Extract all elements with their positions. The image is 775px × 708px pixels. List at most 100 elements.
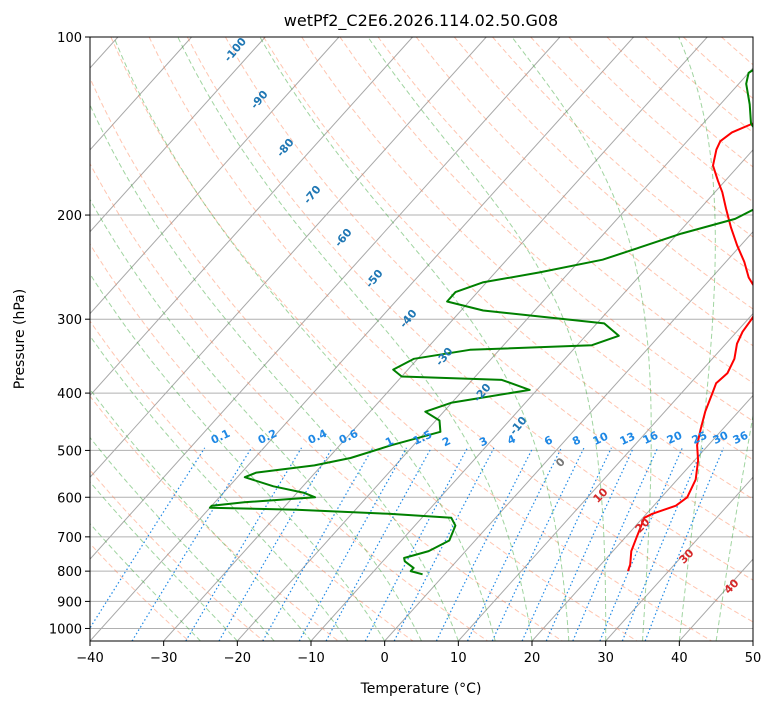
mixing-ratio-line <box>325 447 432 641</box>
isotherm-line <box>310 149 753 641</box>
dewpoint-profile-line <box>208 68 753 576</box>
y-tick-label: 400 <box>57 387 82 402</box>
mixing-ratio-line <box>90 447 206 630</box>
dry-adiabat-line <box>90 162 563 641</box>
dry-adiabat-line <box>682 37 753 100</box>
mixing-ratio-line <box>621 447 704 641</box>
x-tick-label: 40 <box>671 651 688 666</box>
isotherm-line <box>90 37 266 233</box>
isotherm-line <box>605 476 753 641</box>
mixing-ratio-label: 1.5 <box>411 428 434 448</box>
isotherm-line <box>90 37 561 560</box>
mixing-ratio-label: 25 <box>690 429 709 447</box>
mixing-ratio-line <box>521 447 612 641</box>
isotherm-line <box>163 37 708 641</box>
moist-adiabat-line <box>90 103 459 641</box>
moist-adiabat-line <box>90 198 422 641</box>
mixing-ratio-line <box>491 447 585 641</box>
y-tick-label: 700 <box>57 531 82 546</box>
moist-adiabat-line <box>90 273 386 641</box>
dry-adiabat-line <box>90 542 190 641</box>
line-labels: -100-90-80-70-60-50-40-30-20-100.1 0.2 0.4… <box>209 35 751 597</box>
isotherm-line <box>90 37 192 151</box>
moist-adiabat-line <box>678 37 716 641</box>
dry-adiabat-line <box>224 37 753 540</box>
mixing-ratio-line <box>644 447 725 641</box>
y-tick-label: 900 <box>57 595 82 610</box>
mixing-ratio-label: 30 <box>711 429 731 447</box>
x-tick-label: −40 <box>76 651 103 666</box>
x-tick-label: 0 <box>381 651 389 666</box>
y-tick-label: 1000 <box>49 622 82 637</box>
x-tick-label: 30 <box>597 651 614 666</box>
isotherm-line <box>457 312 753 641</box>
x-tick-label: 20 <box>524 651 541 666</box>
mixing-ratio-label: 3 <box>477 434 489 449</box>
x-axis: −40 −30 −20 −10 0 10 20 30 40 50 <box>76 641 761 666</box>
x-tick-label: 50 <box>745 651 762 666</box>
mixing-ratio-label: 36 <box>731 429 751 447</box>
dry-adiabat-line <box>90 243 488 641</box>
dry-adiabat-line <box>148 37 753 623</box>
moist-adiabat-label: 30 <box>677 546 697 566</box>
dry-adiabat-line <box>186 37 753 581</box>
moist-adiabat-line <box>90 388 312 641</box>
mixing-ratio-line <box>218 447 333 641</box>
plot-frame <box>89 36 754 642</box>
mixing-ratio-label: 0.1 <box>209 427 232 447</box>
mixing-ratio-label: 0.2 <box>256 427 279 447</box>
x-tick-label: 10 <box>450 651 467 666</box>
mixing-ratio-line <box>466 447 562 641</box>
dry-adiabat-line <box>263 37 753 500</box>
y-tick-label: 100 <box>57 31 82 46</box>
dry-adiabat-line <box>721 37 753 66</box>
dry-adiabat-line <box>301 37 753 461</box>
mixing-ratio-label: 2 <box>440 434 452 449</box>
dry-adiabat-label: -20 <box>471 381 494 405</box>
mixing-ratio-label: 16 <box>641 429 661 447</box>
dry-adiabat-label: -70 <box>301 183 324 207</box>
dry-adiabat-line <box>90 320 414 641</box>
x-tick-label: −20 <box>224 651 251 666</box>
y-tick-label: 800 <box>57 565 82 580</box>
mixing-ratio-line <box>393 447 495 641</box>
moist-adiabat-label: 10 <box>591 485 611 505</box>
moist-adiabat-label: 40 <box>722 576 742 596</box>
mixing-ratio-label: 13 <box>618 430 637 448</box>
dry-adiabat-line <box>339 37 753 422</box>
mixing-ratio-label: 6 <box>542 433 555 448</box>
moist-adiabat-line <box>90 522 201 641</box>
mixing-ratio-label: 10 <box>591 430 611 448</box>
mixing-ratio-line <box>131 447 253 641</box>
dry-adiabat-label: -50 <box>363 267 386 291</box>
dry-adiabat-label: -90 <box>248 88 271 112</box>
dry-adiabat-line <box>90 469 264 641</box>
mixing-ratio-line <box>599 447 683 641</box>
mixing-ratio-line <box>185 447 303 641</box>
dry-adiabat-line <box>644 37 753 134</box>
isotherm-line <box>90 37 340 315</box>
moist-adiabat-line <box>90 436 275 641</box>
x-axis-label: Temperature (°C) <box>360 681 482 697</box>
isotherm-line <box>678 558 753 641</box>
moist-adiabat-line <box>90 481 238 641</box>
y-tick-label: 300 <box>57 313 82 328</box>
chart-title: wetPf2_C2E6.2026.114.02.50.G08 <box>284 11 558 31</box>
mixing-ratio-line <box>572 447 659 641</box>
isotherm-line <box>236 67 753 641</box>
isotherm-line <box>90 37 413 397</box>
dry-adiabat-line <box>415 37 753 347</box>
dry-adiabat-label: -80 <box>274 136 297 160</box>
profile-series <box>208 68 753 576</box>
dry-adiabat-line <box>453 37 753 310</box>
dry-adiabat-line <box>377 37 753 384</box>
mixing-ratio-label: 8 <box>570 433 582 448</box>
isotherm-line <box>531 394 753 641</box>
y-axis: 100 200 300 400 500 600 700 800 900 1000 <box>49 31 90 637</box>
mixing-ratio-label: 20 <box>665 429 685 447</box>
dry-adiabat-line <box>90 76 638 641</box>
moist-adiabat-line <box>259 37 570 641</box>
isotherm-line <box>752 640 753 641</box>
mixing-ratio-line <box>545 447 634 641</box>
moist-adiabat-line <box>367 37 607 641</box>
